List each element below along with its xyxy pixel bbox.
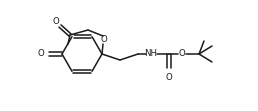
Text: NH: NH <box>144 50 157 58</box>
Text: O: O <box>179 50 186 58</box>
Text: O: O <box>101 36 107 45</box>
Text: O: O <box>166 73 172 82</box>
Text: O: O <box>37 50 44 58</box>
Text: O: O <box>53 18 59 27</box>
